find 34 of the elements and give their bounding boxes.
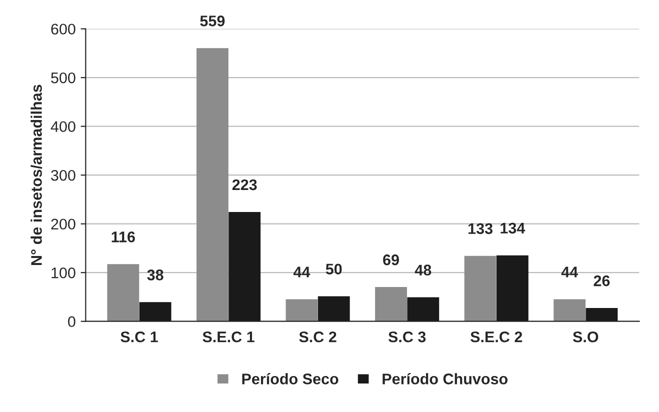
data-label: 48 — [414, 264, 432, 276]
data-label: 50 — [326, 264, 342, 275]
bar — [286, 299, 318, 322]
y-tick-label: 300 — [51, 170, 76, 181]
bar — [375, 287, 407, 322]
y-tick-label: 0 — [68, 316, 76, 328]
y-tick-label: 400 — [50, 121, 76, 132]
y-axis-title: N° de insetos/armadilhas — [30, 84, 42, 266]
data-label: 223 — [232, 179, 257, 190]
legend-label: Período Seco — [242, 373, 338, 384]
bar — [464, 256, 496, 322]
data-label: 133 — [468, 223, 492, 234]
y-tick-label: 600 — [51, 24, 76, 35]
y-tick-label: 500 — [51, 72, 76, 84]
data-label: 69 — [383, 254, 399, 266]
data-label: 134 — [500, 222, 526, 234]
data-label: 38 — [147, 270, 164, 280]
y-tick-label: 100 — [52, 267, 76, 278]
bar — [554, 299, 586, 322]
x-tick-label: S.E.C 2 — [470, 331, 522, 342]
x-tick-label: S.C 2 — [299, 331, 336, 342]
x-tick-label: S.E.C 1 — [202, 331, 254, 342]
data-label: 26 — [594, 275, 610, 286]
data-label: 116 — [112, 232, 135, 242]
x-tick-label: S.C 1 — [120, 331, 158, 342]
x-tick-label: S.C 3 — [388, 331, 426, 342]
data-label: 44 — [561, 266, 578, 278]
bar — [196, 48, 228, 322]
bar — [107, 264, 140, 322]
data-label: 559 — [200, 16, 225, 26]
x-tick-label: S.O — [572, 331, 598, 342]
legend-label: Período Chuvoso — [382, 373, 508, 384]
y-tick-label: 200 — [51, 218, 76, 230]
data-label: 44 — [293, 266, 310, 278]
